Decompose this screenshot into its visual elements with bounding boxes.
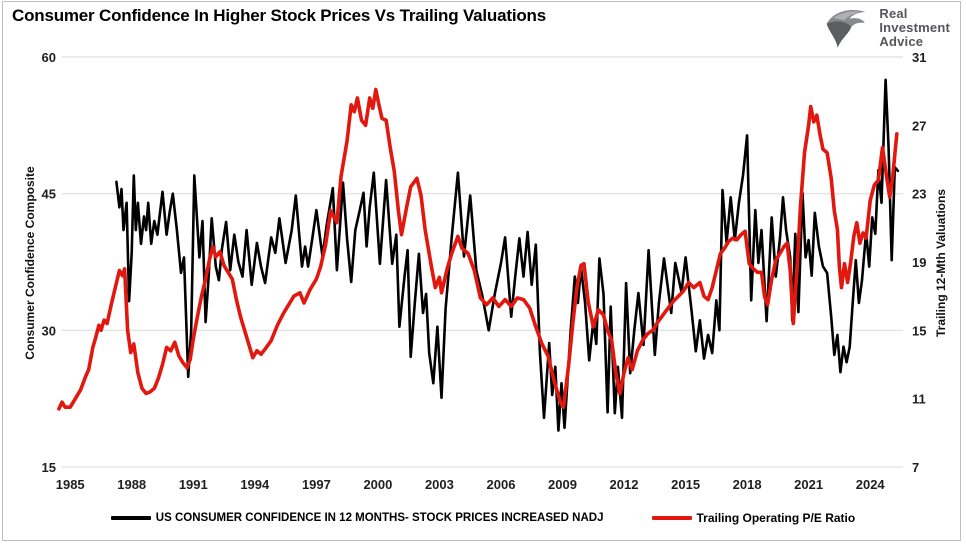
left-axis-tick: 15 <box>42 460 56 475</box>
x-axis-tick: 1985 <box>56 477 85 492</box>
x-axis-tick: 1997 <box>302 477 331 492</box>
x-axis-tick: 2021 <box>794 477 823 492</box>
right-axis-tick: 23 <box>912 187 926 202</box>
right-axis-title: Trailing 12-Mth Valuations <box>934 188 948 338</box>
x-axis-tick: 2000 <box>363 477 392 492</box>
legend-entry-confidence: US CONSUMER CONFIDENCE IN 12 MONTHS- STO… <box>110 512 604 524</box>
chart-legend: US CONSUMER CONFIDENCE IN 12 MONTHS- STO… <box>0 511 966 525</box>
right-axis-tick: 27 <box>912 118 926 133</box>
logo-line-1: Real <box>879 6 908 21</box>
chart-title: Consumer Confidence In Higher Stock Pric… <box>12 6 546 25</box>
left-axis-tick: 45 <box>42 187 56 202</box>
x-axis-tick: 2006 <box>487 477 516 492</box>
x-axis-tick: 2003 <box>425 477 454 492</box>
logo-line-3: Advice <box>879 34 924 49</box>
ria-logo: Real Investment Advice <box>821 6 950 50</box>
x-axis-tick: 1991 <box>179 477 208 492</box>
eagle-logo-icon <box>827 9 866 48</box>
left-axis-tick: 60 <box>42 50 56 65</box>
series-line-1 <box>57 87 899 411</box>
x-axis-tick: 1988 <box>117 477 146 492</box>
legend-black-line-swatch <box>110 516 151 520</box>
legend-label-confidence: US CONSUMER CONFIDENCE IN 12 MONTHS- STO… <box>155 512 604 524</box>
x-axis-tick: 2012 <box>610 477 639 492</box>
x-axis-tick: 2009 <box>548 477 577 492</box>
x-axis-tick: 1994 <box>240 477 270 492</box>
legend-red-line-swatch <box>651 516 692 520</box>
left-axis-title: Consumer Confidence Composite <box>23 166 37 360</box>
left-axis-tick: 30 <box>42 323 56 338</box>
legend-label-pe-ratio: Trailing Operating P/E Ratio <box>696 511 856 525</box>
right-axis-tick: 15 <box>912 323 926 338</box>
logo-text: Real Investment Advice <box>879 7 950 49</box>
x-axis-tick: 2018 <box>733 477 762 492</box>
right-axis-tick: 19 <box>912 255 926 270</box>
x-axis-tick: 2024 <box>856 477 886 492</box>
legend-entry-pe-ratio: Trailing Operating P/E Ratio <box>651 511 856 525</box>
right-axis-tick: 11 <box>912 392 926 407</box>
right-axis-tick: 7 <box>912 460 919 475</box>
logo-line-2: Investment <box>879 20 950 35</box>
right-axis-tick: 31 <box>912 50 926 65</box>
x-axis-tick: 2015 <box>671 477 700 492</box>
